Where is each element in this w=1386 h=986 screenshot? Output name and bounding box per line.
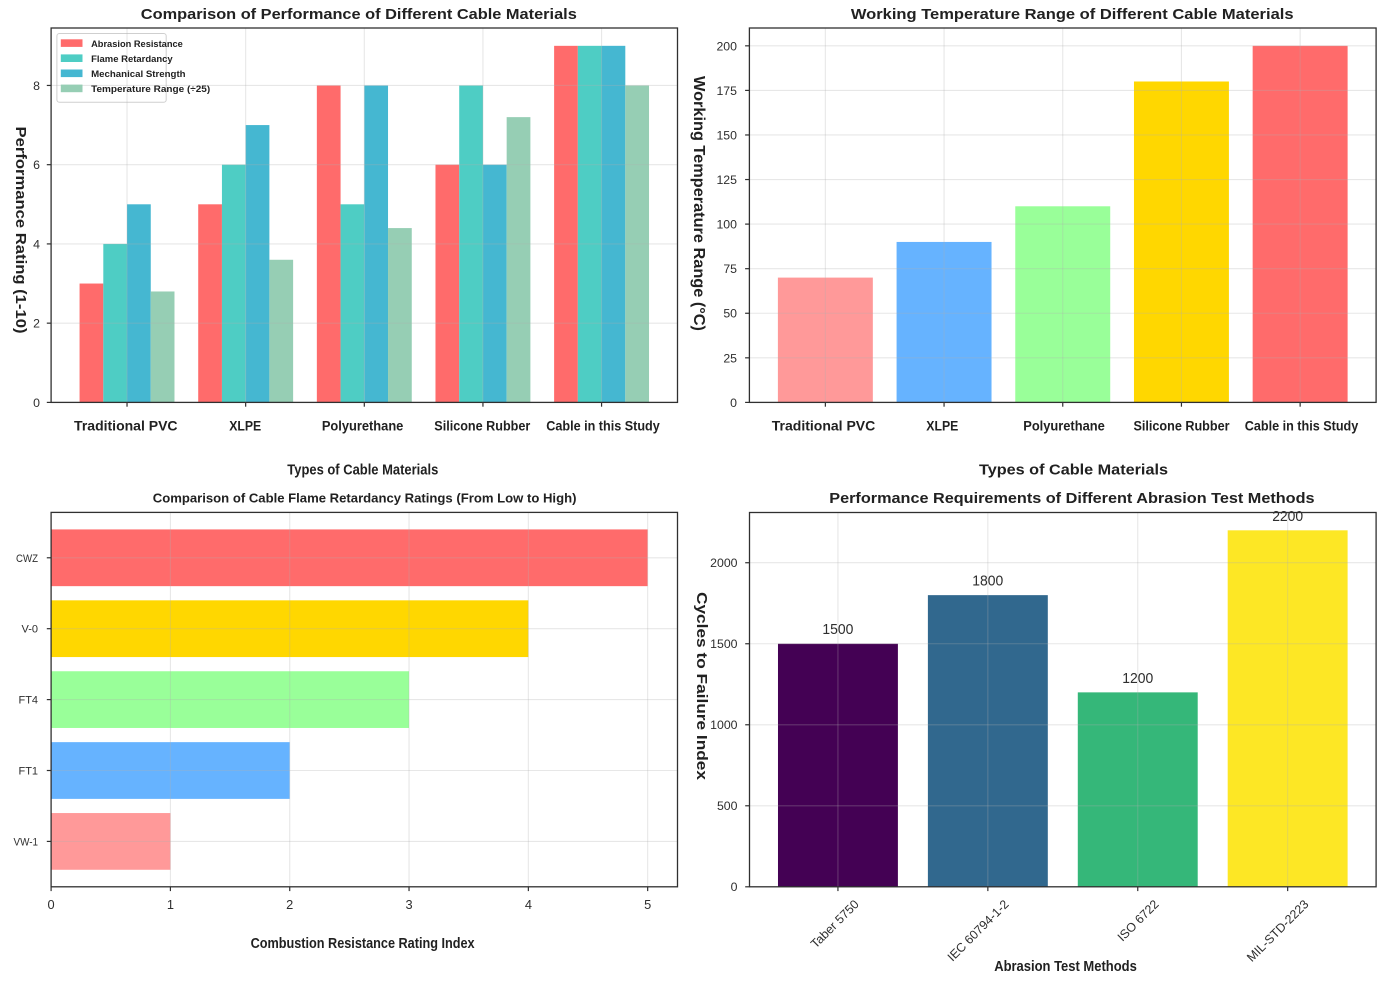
svg-text:Temperature Range (÷25): Temperature Range (÷25) [91,84,210,95]
svg-text:XLPE: XLPE [926,419,958,434]
svg-text:100: 100 [716,218,737,232]
svg-text:5: 5 [644,897,651,912]
svg-text:6: 6 [33,158,40,172]
svg-text:2200: 2200 [1272,508,1303,525]
svg-text:1: 1 [167,897,174,912]
svg-text:CWZ: CWZ [16,553,38,565]
svg-text:150: 150 [716,128,737,142]
svg-text:3: 3 [405,897,412,912]
svg-text:1200: 1200 [1122,670,1153,687]
svg-text:500: 500 [717,799,738,813]
svg-text:1800: 1800 [972,573,1003,590]
svg-text:FT4: FT4 [19,695,39,707]
svg-text:200: 200 [716,39,737,53]
svg-text:Cycles to Failure Index: Cycles to Failure Index [693,592,710,781]
svg-text:175: 175 [716,84,737,98]
svg-text:2: 2 [33,317,40,331]
svg-text:125: 125 [716,173,737,187]
svg-text:4: 4 [525,897,532,912]
svg-text:Polyurethane: Polyurethane [322,419,404,434]
svg-text:Cable in this Study: Cable in this Study [546,419,660,434]
svg-text:1500: 1500 [822,621,853,638]
svg-text:1000: 1000 [710,718,738,732]
svg-text:8: 8 [33,79,40,93]
svg-text:Combustion Resistance Rating I: Combustion Resistance Rating Index [251,936,475,952]
svg-text:Performance Requirements of Di: Performance Requirements of Different Ab… [829,491,1314,507]
svg-text:75: 75 [723,262,737,276]
svg-text:Types of Cable Materials: Types of Cable Materials [287,463,438,479]
svg-text:Mechanical Strength: Mechanical Strength [91,69,186,80]
svg-text:Silicone Rubber: Silicone Rubber [434,419,531,434]
svg-text:Abrasion Resistance: Abrasion Resistance [91,39,183,50]
svg-text:2000: 2000 [710,556,738,570]
svg-text:0: 0 [33,396,40,410]
svg-text:Comparison of Cable Flame Reta: Comparison of Cable Flame Retardancy Rat… [153,490,577,505]
svg-text:Flame Retardancy: Flame Retardancy [91,54,173,65]
svg-text:25: 25 [723,351,737,365]
svg-text:1500: 1500 [710,637,738,651]
svg-text:XLPE: XLPE [229,419,261,434]
svg-text:Comparison of Performance of D: Comparison of Performance of Different C… [141,6,577,23]
svg-text:2: 2 [286,897,293,912]
svg-text:Traditional PVC: Traditional PVC [772,419,876,434]
svg-text:Silicone Rubber: Silicone Rubber [1134,419,1231,434]
svg-text:Abrasion Test Methods: Abrasion Test Methods [994,959,1137,975]
svg-text:50: 50 [723,307,737,321]
svg-text:0: 0 [730,396,737,410]
svg-text:Performance Rating (1-10): Performance Rating (1-10) [12,127,29,334]
svg-text:Traditional PVC: Traditional PVC [74,419,178,434]
svg-text:FT1: FT1 [19,766,39,778]
svg-text:VW-1: VW-1 [14,836,39,848]
svg-text:4: 4 [33,237,40,251]
svg-text:Polyurethane: Polyurethane [1023,419,1105,434]
svg-text:V-0: V-0 [22,624,39,636]
svg-text:Working Temperature Range of D: Working Temperature Range of Different C… [851,6,1294,23]
svg-text:Cable in this Study: Cable in this Study [1245,419,1359,434]
svg-text:0: 0 [48,897,55,912]
svg-text:Types of Cable Materials: Types of Cable Materials [979,463,1168,479]
svg-text:0: 0 [731,880,738,894]
svg-text:Working Temperature Range (°C): Working Temperature Range (°C) [690,76,707,331]
